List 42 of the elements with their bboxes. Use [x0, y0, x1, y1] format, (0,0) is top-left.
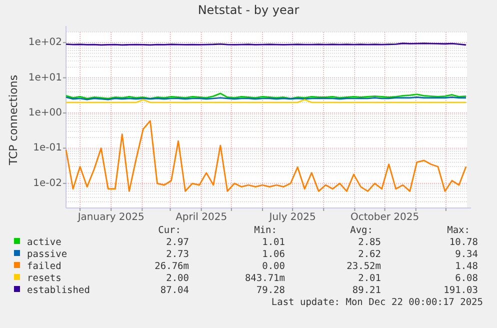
text: Max: — [447, 225, 470, 236]
text: 2.97 — [166, 237, 189, 248]
text: 10.78 — [449, 237, 478, 248]
text: Avg: — [350, 225, 373, 236]
text: 1.01 — [262, 237, 286, 248]
text: 1.48 — [455, 261, 478, 272]
text: 2.00 — [166, 273, 190, 284]
text: Last update: Mon Dec 22 00:00:17 2025 — [271, 297, 483, 308]
y-axis-title: TCP connections — [7, 74, 20, 166]
legend-label: failed — [27, 261, 62, 272]
text: 843.71m — [244, 273, 286, 284]
x-tick-label: July 2025 — [268, 212, 316, 223]
legend-label: established — [27, 285, 90, 296]
x-tick-label: April 2025 — [176, 212, 228, 223]
legend-label: passive — [27, 249, 68, 260]
text: 2.01 — [358, 273, 382, 284]
text: 26.76m — [154, 261, 190, 272]
y-tick-label: 1e+00 — [28, 107, 62, 118]
text: 0.00 — [262, 261, 286, 272]
legend-label: active — [27, 237, 62, 248]
y-tick-label: 1e+01 — [28, 72, 62, 84]
chart-title: Netstat - by year — [198, 3, 300, 17]
y-tick-label: 1e+02 — [28, 37, 62, 48]
line-series — [65, 120, 467, 192]
legend-label: resets — [27, 273, 62, 284]
text: 2.62 — [358, 249, 381, 260]
text: Min: — [254, 225, 277, 236]
text: Cur: — [158, 225, 181, 236]
text: 2.85 — [358, 237, 381, 248]
text: 1.06 — [262, 249, 286, 260]
text: 2.73 — [166, 249, 189, 260]
x-tick-label: January 2025 — [76, 212, 144, 223]
text: 79.28 — [256, 285, 286, 296]
y-tick-label: 1e-02 — [33, 178, 62, 189]
text: 87.04 — [160, 285, 190, 296]
text: 23.52m — [346, 261, 382, 272]
text: 191.03 — [444, 285, 478, 296]
text: 89.21 — [352, 285, 382, 296]
text: 6.08 — [455, 273, 478, 284]
x-tick-label: October 2025 — [350, 212, 420, 223]
text: 9.34 — [455, 249, 478, 260]
y-tick-label: 1e-01 — [33, 142, 62, 154]
